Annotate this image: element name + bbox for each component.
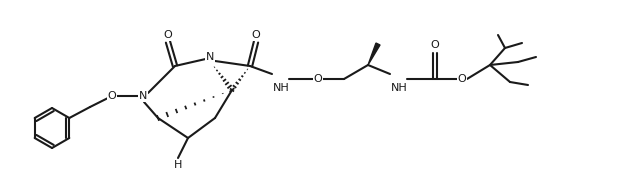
Text: O: O [252, 30, 260, 40]
Text: N: N [139, 91, 147, 101]
Polygon shape [368, 43, 380, 65]
Text: NH: NH [391, 83, 407, 93]
Text: H: H [174, 160, 182, 170]
Text: NH: NH [273, 83, 290, 93]
Text: O: O [314, 74, 322, 84]
Text: N: N [206, 52, 214, 62]
Text: O: O [458, 74, 466, 84]
Text: O: O [431, 40, 440, 50]
Text: O: O [108, 91, 117, 101]
Text: O: O [164, 30, 172, 40]
